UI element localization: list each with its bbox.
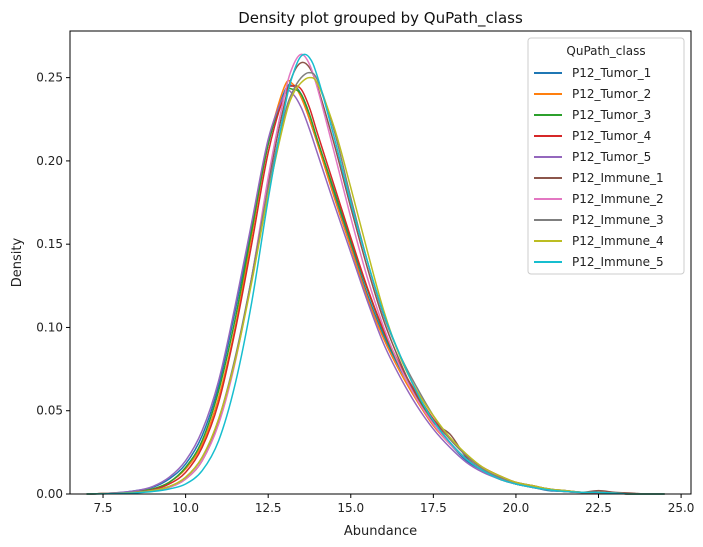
chart-title: Density plot grouped by QuPath_class xyxy=(238,9,523,28)
series-line-p12-immune-5 xyxy=(86,53,665,495)
y-tick-label: 0.00 xyxy=(36,487,63,501)
x-tick-label: 10.0 xyxy=(172,501,199,515)
x-tick-label: 25.0 xyxy=(668,501,695,515)
x-tick-label: 7.5 xyxy=(93,501,112,515)
x-tick-label: 17.5 xyxy=(420,501,447,515)
x-tick-label: 12.5 xyxy=(255,501,282,515)
legend-title: QuPath_class xyxy=(566,44,645,58)
legend-label: P12_Immune_3 xyxy=(572,213,664,227)
x-tick-label: 22.5 xyxy=(585,501,612,515)
legend-label: P12_Tumor_2 xyxy=(572,87,651,101)
x-axis-label: Abundance xyxy=(344,524,417,539)
x-axis: 7.5 10.0 12.5 15.0 17.5 20.0 22.5 25.0 xyxy=(93,494,694,515)
y-tick-label: 0.15 xyxy=(36,237,63,251)
legend-label: P12_Tumor_5 xyxy=(572,150,651,164)
legend-label: P12_Tumor_3 xyxy=(572,108,651,122)
legend-items: P12_Tumor_1 P12_Tumor_2 P12_Tumor_3 P12_Tum… xyxy=(534,66,664,269)
y-tick-label: 0.05 xyxy=(36,404,63,418)
legend-label: P12_Immune_2 xyxy=(572,192,664,206)
x-tick-label: 15.0 xyxy=(337,501,364,515)
series-line-p12-immune-4 xyxy=(86,76,665,495)
y-axis-label: Density xyxy=(10,237,25,287)
legend-label: P12_Tumor_1 xyxy=(572,66,651,80)
y-tick-label: 0.25 xyxy=(36,71,63,85)
legend-label: P12_Immune_1 xyxy=(572,171,664,185)
y-axis: 0.00 0.05 0.10 0.15 0.20 0.25 xyxy=(36,71,70,501)
x-tick-label: 20.0 xyxy=(503,501,530,515)
legend-label: P12_Immune_5 xyxy=(572,255,664,269)
legend-label: P12_Immune_4 xyxy=(572,234,664,248)
legend-box xyxy=(527,37,685,275)
legend: QuPath_class P12_Tumor_1P12_Tumor_2P12_T… xyxy=(527,37,685,275)
plot-lines xyxy=(86,53,665,495)
legend-label: P12_Tumor_4 xyxy=(572,129,651,143)
axes-frame xyxy=(69,30,692,495)
y-tick-label: 0.10 xyxy=(36,320,63,334)
y-tick-label: 0.20 xyxy=(36,154,63,168)
